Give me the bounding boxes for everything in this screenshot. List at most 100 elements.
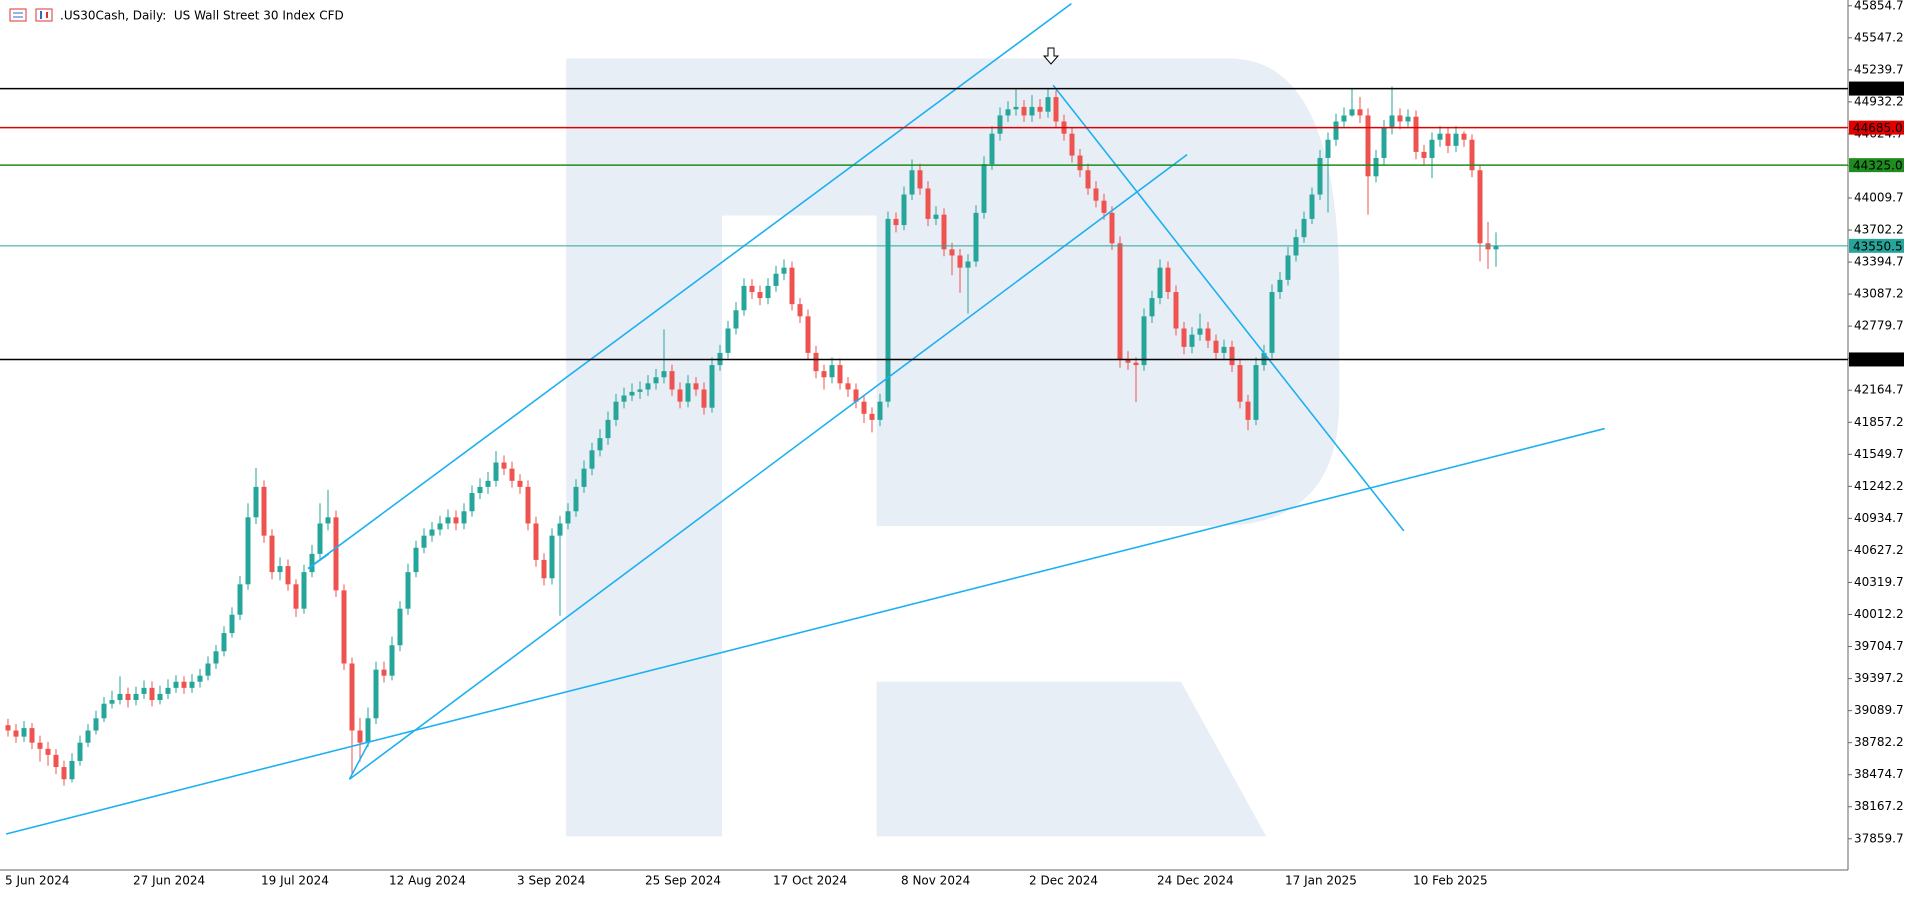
- candle-body: [541, 559, 547, 579]
- candle-body: [1381, 127, 1387, 158]
- candle-body: [1397, 115, 1403, 122]
- candle-body: [45, 748, 51, 755]
- candle-body: [437, 523, 443, 530]
- arrow-marker: [1042, 47, 1060, 65]
- y-tick-label: 40319.7: [1854, 575, 1904, 589]
- candle-body: [429, 529, 435, 536]
- y-tick-label: 44932.2: [1854, 94, 1904, 108]
- candle-body: [1165, 267, 1171, 293]
- candle-body: [117, 693, 123, 701]
- candle-body: [237, 584, 243, 615]
- candle-body: [1453, 133, 1459, 146]
- candle-body: [861, 401, 867, 414]
- candle-body: [341, 590, 347, 664]
- y-tick-label: 38782.2: [1854, 735, 1904, 749]
- candle-body: [781, 267, 787, 274]
- candle-body: [373, 669, 379, 719]
- candle-body: [1229, 346, 1235, 366]
- trendline: [1052, 84, 1405, 532]
- candle-body: [797, 304, 803, 317]
- candle-body: [1157, 267, 1163, 299]
- candle-body: [557, 523, 563, 536]
- candle-body: [501, 462, 507, 469]
- candle-body: [13, 730, 19, 737]
- candle-body: [909, 170, 915, 195]
- candle-body: [173, 681, 179, 688]
- candle-body: [1317, 157, 1323, 195]
- candle-body: [445, 517, 451, 524]
- y-tick-label: 40012.2: [1854, 607, 1904, 621]
- candle-body: [597, 438, 603, 451]
- candle-body: [1205, 328, 1211, 341]
- candle-body: [277, 566, 283, 573]
- y-tick-label: 45854.7: [1854, 0, 1904, 12]
- candle-body: [85, 730, 91, 743]
- candle-body: [757, 292, 763, 299]
- candle-body: [1437, 133, 1443, 140]
- candle-body: [1413, 116, 1419, 152]
- candle-body: [493, 462, 499, 481]
- trendline: [307, 553, 330, 570]
- price-level-label: 44685.0: [1853, 121, 1903, 135]
- candle-body: [885, 218, 891, 402]
- candle-body: [397, 608, 403, 646]
- candle-body: [1269, 292, 1275, 353]
- candle-body: [933, 214, 939, 219]
- candle-body: [69, 760, 75, 780]
- y-tick-label: 45547.2: [1854, 30, 1904, 44]
- candle-body: [261, 486, 267, 536]
- candle-body: [925, 188, 931, 219]
- candle-body: [1069, 133, 1075, 156]
- candle-body: [245, 517, 251, 585]
- y-tick-label: 39397.2: [1854, 671, 1904, 685]
- y-tick-label: 40627.2: [1854, 543, 1904, 557]
- trendline: [348, 742, 370, 780]
- candle-body: [1013, 106, 1019, 110]
- candle-body: [469, 493, 475, 512]
- trendline: [307, 3, 1072, 570]
- candle-body: [1093, 188, 1099, 201]
- y-tick-label: 43087.2: [1854, 287, 1904, 301]
- y-tick-label: 44009.7: [1854, 190, 1904, 204]
- price-level-box: [1849, 81, 1904, 96]
- trendline: [5, 427, 1605, 835]
- candle-body: [485, 480, 491, 487]
- candle-body: [653, 377, 659, 384]
- candle-body: [1309, 194, 1315, 219]
- candle-body: [365, 718, 371, 743]
- candle-body: [765, 285, 771, 299]
- x-tick-label: 25 Sep 2024: [645, 874, 721, 888]
- candle-body: [149, 687, 155, 701]
- candle-body: [829, 365, 835, 378]
- candle-body: [1373, 157, 1379, 177]
- y-tick-label: 43394.7: [1854, 255, 1904, 269]
- candle-body: [709, 365, 715, 408]
- candle-body: [1461, 133, 1467, 140]
- candle-body: [549, 535, 555, 579]
- candle-body: [269, 535, 275, 573]
- candle-body: [405, 572, 411, 609]
- candle-body: [413, 547, 419, 573]
- candle-body: [821, 371, 827, 378]
- candle-body: [253, 486, 259, 518]
- y-tick-label: 38167.2: [1854, 799, 1904, 813]
- candle-body: [869, 413, 875, 420]
- x-tick-label: 5 Jun 2024: [5, 874, 70, 888]
- candle-body: [941, 214, 947, 250]
- candle-body: [77, 742, 83, 761]
- icon: [35, 8, 53, 22]
- candle-body: [109, 700, 115, 704]
- x-tick-label: 17 Oct 2024: [773, 874, 847, 888]
- candle-body: [893, 218, 899, 226]
- candle-body: [533, 523, 539, 560]
- candle-body: [573, 486, 579, 512]
- candle-body: [981, 164, 987, 213]
- watermark-leg: [876, 681, 1267, 837]
- y-tick-label: 41549.7: [1854, 447, 1904, 461]
- candle-body: [1429, 139, 1435, 158]
- candle-body: [1109, 212, 1115, 244]
- candle-body: [645, 383, 651, 390]
- y-tick-label: 37859.7: [1854, 831, 1904, 845]
- candle-body: [1285, 255, 1291, 280]
